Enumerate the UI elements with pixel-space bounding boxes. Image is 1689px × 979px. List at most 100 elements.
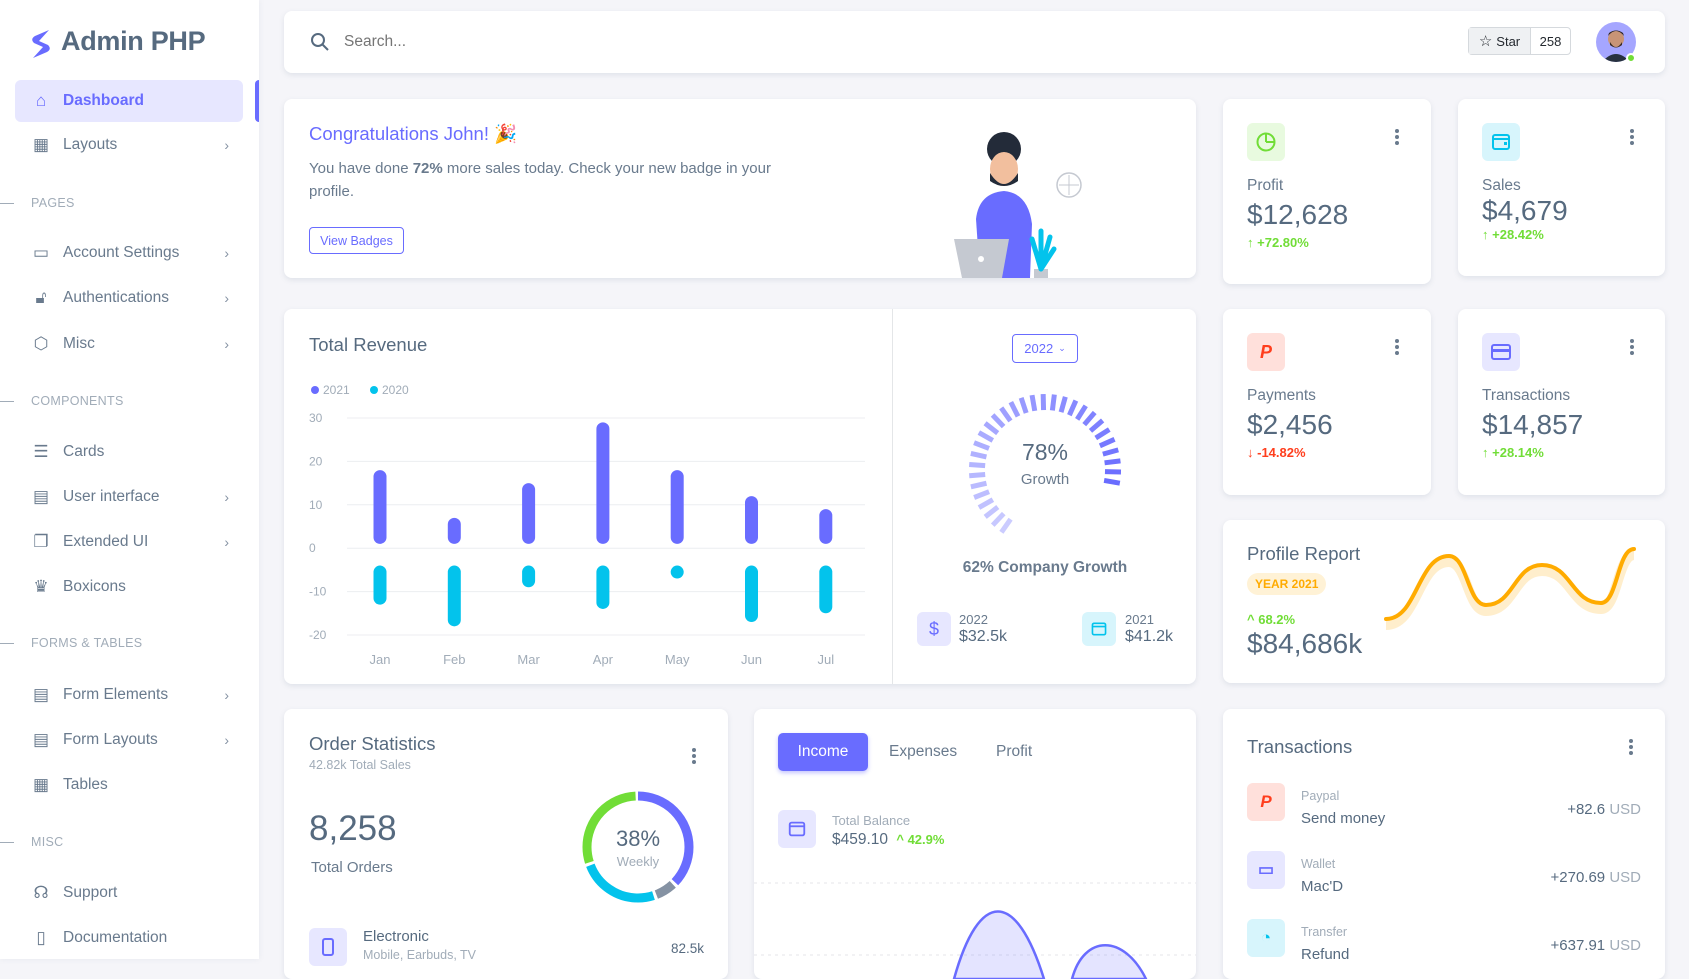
profit-change: ↑ +72.80% [1247, 235, 1309, 250]
transaction-row[interactable]: ▭ Wallet Mac'D +270.69 USD [1223, 851, 1665, 903]
sidebar-section-header: FORMS & TABLES [31, 636, 142, 650]
payments-menu-button[interactable] [1395, 339, 1399, 355]
category-value: 82.5k [671, 941, 704, 956]
gauge-tick [1090, 420, 1102, 430]
income-card: Income Expenses Profit Total Balance $45… [754, 709, 1196, 979]
sidebar-item-authentications[interactable]: 🔓︎Authentications› [15, 277, 243, 319]
detail-icon: ▤ [32, 686, 50, 704]
home-icon: ⌂ [32, 92, 50, 110]
income-area [1072, 945, 1146, 979]
x-tick-label: Feb [443, 652, 465, 667]
company-growth: 62% Company Growth [895, 559, 1195, 577]
transaction-source: Paypal [1301, 789, 1339, 803]
transactions-change: ↑ +28.14% [1482, 445, 1544, 460]
sidebar-item-support[interactable]: ☊Support [15, 872, 243, 914]
sidebar-item-tables[interactable]: ▦Tables [15, 764, 243, 806]
github-star-widget: ☆Star 258 [1468, 27, 1571, 55]
bar-2020-Jul [819, 566, 832, 614]
sidebar-item-extended-ui[interactable]: ❐Extended UI› [15, 521, 243, 563]
sidebar-item-label: Dashboard [63, 92, 144, 110]
profit-menu-button[interactable] [1395, 129, 1399, 145]
transaction-amount: +82.6 USD [1567, 801, 1641, 818]
crown-icon: ♛ [32, 578, 50, 596]
sales-label: Sales [1482, 177, 1521, 195]
payments-card: P Payments $2,456 ↓ -14.82% [1223, 309, 1431, 495]
sidebar-item-cards[interactable]: ☰ Cards [15, 431, 243, 473]
sidebar-item-label: Tables [63, 776, 108, 794]
brand-name[interactable]: Admin PHP [61, 26, 205, 57]
bar-2021-Jan [374, 470, 387, 544]
gauge-tick [985, 507, 998, 517]
gauge-tick [1061, 397, 1065, 412]
bar-2020-Feb [448, 566, 461, 627]
search-icon [310, 32, 330, 52]
chevron-right-icon: › [224, 489, 229, 505]
gauge-tick [974, 492, 989, 498]
collection-icon: ☰ [32, 443, 50, 461]
growth-value: 78% [945, 439, 1145, 466]
transaction-amount: +637.91 USD [1551, 937, 1641, 954]
chevron-right-icon: › [224, 732, 229, 748]
sidebar-item-label: Misc [63, 335, 95, 353]
chevron-right-icon: › [224, 534, 229, 550]
wallet-icon [1082, 612, 1116, 646]
search-input[interactable] [344, 27, 944, 57]
bar-2021-Mar [522, 483, 535, 544]
profile-report-card: Profile Report YEAR 2021 ^ 68.2% $84,686… [1223, 520, 1665, 683]
gauge-tick [1077, 406, 1086, 420]
sidebar-item-label: Authentications [63, 289, 169, 307]
gauge-tick [1001, 408, 1010, 421]
sidebar-item-dashboard[interactable]: ⌂ Dashboard [15, 80, 243, 122]
credit-card-icon [1482, 333, 1520, 371]
star-count[interactable]: 258 [1531, 28, 1570, 54]
wallet-icon [1482, 123, 1520, 161]
welcome-title: Congratulations John! 🎉 [309, 123, 517, 145]
pie-chart-icon: ◔ [1247, 919, 1285, 957]
transaction-row[interactable]: ◔ Transfer Refund +637.91 USD [1223, 919, 1665, 971]
bar-2020-Mar [522, 566, 535, 588]
sidebar-item-form-elements[interactable]: ▤Form Elements› [15, 674, 243, 716]
sidebar-item-misc[interactable]: ⬡Misc› [15, 323, 243, 365]
sidebar-item-layouts[interactable]: ▦Layouts› [15, 124, 243, 166]
sales-card: Sales $4,679 ↑ +28.42% [1458, 99, 1665, 276]
sidebar-item-label: Support [63, 884, 117, 902]
sidebar-item-user-interface[interactable]: ▤User interface› [15, 476, 243, 518]
x-tick-label: Apr [593, 652, 614, 667]
sales-menu-button[interactable] [1630, 129, 1634, 145]
sales-value: $4,679 [1482, 195, 1568, 227]
sidebar-item-account-settings[interactable]: ▭Account Settings› [15, 232, 243, 274]
sidebar-item-documentation[interactable]: ▯Documentation [15, 917, 243, 959]
transactions-title: Transactions [1247, 736, 1352, 758]
chevron-right-icon: › [224, 687, 229, 703]
mobile-icon [309, 928, 347, 966]
pie-chart-icon [1247, 123, 1285, 161]
gauge-tick [1011, 402, 1018, 416]
year-select[interactable]: 2022⌄ [1012, 334, 1078, 363]
sidebar-item-label: Cards [63, 443, 104, 461]
growth-radial-gauge [945, 376, 1145, 556]
order-statistics-card: Order Statistics 42.82k Total Sales 8,25… [284, 709, 728, 979]
sidebar-item-boxicons[interactable]: ♛Boxicons [15, 566, 243, 608]
total-orders-label: Total Orders [311, 859, 393, 876]
view-badges-button[interactable]: View Badges [309, 227, 404, 254]
transaction-row[interactable]: P Paypal Send money +82.6 USD [1223, 783, 1665, 835]
wallet-icon: ▭ [1247, 851, 1285, 889]
chevron-right-icon: › [224, 336, 229, 352]
summary-value: $41.2k [1125, 628, 1173, 646]
star-button[interactable]: ☆Star [1469, 28, 1531, 54]
arrow-up-icon: ↑ [1247, 235, 1257, 250]
arrow-up-icon: ↑ [1482, 445, 1492, 460]
transactions-list-menu-button[interactable] [1629, 739, 1633, 755]
sidebar-item-form-layouts[interactable]: ▤Form Layouts› [15, 719, 243, 761]
sidebar-section-header: COMPONENTS [31, 394, 124, 408]
sidebar-section-header: PAGES [31, 196, 75, 210]
chevron-right-icon: › [224, 137, 229, 153]
transactions-menu-button[interactable] [1630, 339, 1634, 355]
summary-year: 2022 [959, 612, 988, 627]
y-tick-label: -10 [309, 585, 327, 599]
order-stats-menu-button[interactable] [692, 748, 696, 764]
paypal-icon: P [1247, 333, 1285, 371]
gauge-tick [1052, 395, 1054, 411]
chevron-right-icon: › [224, 290, 229, 306]
